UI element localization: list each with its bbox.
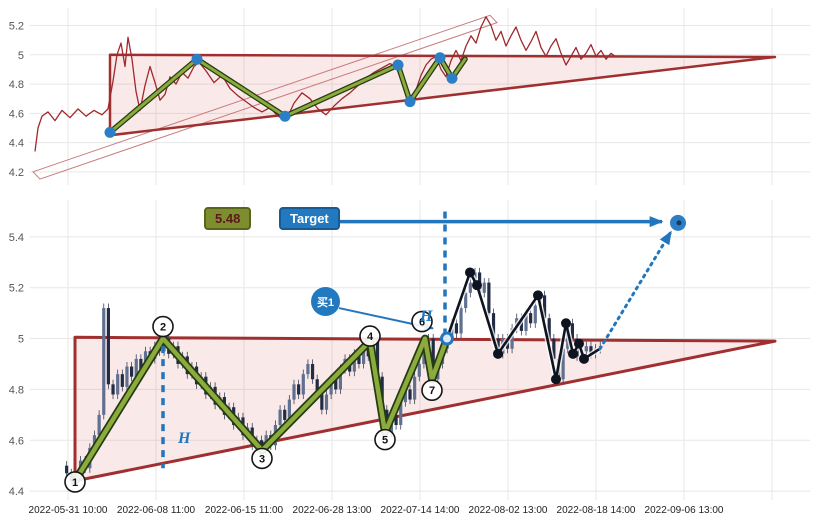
svg-text:5.2: 5.2 <box>9 283 24 295</box>
svg-text:5.2: 5.2 <box>9 21 24 33</box>
svg-text:4.8: 4.8 <box>9 79 24 91</box>
target-price-label: 5.48 <box>204 207 252 230</box>
height-measure-label-1: H <box>178 430 191 447</box>
svg-text:2022-08-18 14:00: 2022-08-18 14:00 <box>557 505 636 516</box>
svg-text:5.4: 5.4 <box>9 232 24 244</box>
wave-number-circles: 1 2 3 4 5 6 7 <box>64 310 443 493</box>
entry-dot <box>440 331 454 346</box>
svg-text:7: 7 <box>429 385 435 397</box>
svg-text:6: 6 <box>419 317 425 329</box>
height-measure-label-2: H <box>420 308 433 325</box>
target-label: Target <box>279 207 340 230</box>
svg-text:4.4: 4.4 <box>9 486 24 498</box>
svg-text:3: 3 <box>259 453 265 465</box>
trend-channel <box>32 14 498 180</box>
svg-text:2022-07-14 14:00: 2022-07-14 14:00 <box>381 505 460 516</box>
svg-text:4.6: 4.6 <box>9 435 24 447</box>
svg-text:5: 5 <box>18 334 24 346</box>
buy-signal-badge: 买1 <box>311 287 340 316</box>
svg-text:2022-06-08 11:00: 2022-06-08 11:00 <box>117 505 196 516</box>
svg-text:2022-08-02 13:00: 2022-08-02 13:00 <box>469 505 548 516</box>
svg-text:2022-05-31 10:00: 2022-05-31 10:00 <box>29 505 108 516</box>
pivot-dots-top <box>104 52 458 138</box>
svg-text:4.2: 4.2 <box>9 167 24 179</box>
svg-text:2: 2 <box>160 322 166 334</box>
target-dot <box>670 214 686 231</box>
svg-text:5: 5 <box>382 435 388 447</box>
zigzag-bottom <box>71 334 451 485</box>
swing-line <box>444 267 602 385</box>
projection-arrow <box>598 230 673 351</box>
svg-text:2022-09-06 13:00: 2022-09-06 13:00 <box>645 505 724 516</box>
price-line <box>34 16 616 152</box>
svg-text:2022-06-15 11:00: 2022-06-15 11:00 <box>205 505 284 516</box>
x-axis-labels: 2022-05-31 10:00 2022-06-08 11:00 2022-06-… <box>29 505 724 516</box>
svg-text:4.6: 4.6 <box>9 108 24 120</box>
svg-text:4.4: 4.4 <box>9 138 24 150</box>
svg-text:2022-06-28 13:00: 2022-06-28 13:00 <box>293 505 372 516</box>
svg-text:5: 5 <box>18 50 24 62</box>
svg-text:4: 4 <box>367 331 374 343</box>
svg-text:4.8: 4.8 <box>9 384 24 396</box>
svg-text:1: 1 <box>72 477 78 489</box>
